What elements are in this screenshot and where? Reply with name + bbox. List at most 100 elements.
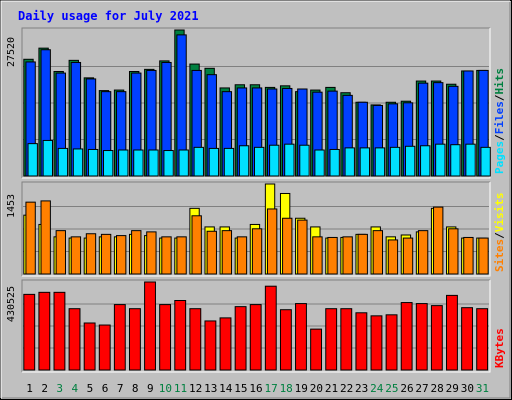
legend-hits: Hits	[493, 68, 506, 95]
bar-kbytes-day-19	[295, 303, 307, 371]
bar-kbytes-day-18	[279, 309, 292, 371]
bar-pages-day-27	[420, 145, 431, 177]
x-tick-label: 19	[295, 382, 308, 395]
bar-sites-day-31	[478, 237, 489, 275]
y-max-label: 27520	[6, 37, 17, 67]
bar-kbytes-day-27	[415, 303, 428, 371]
bar-kbytes-day-23	[355, 312, 368, 371]
bar-pages-day-14	[223, 147, 235, 177]
bar-sites-day-19	[297, 219, 308, 275]
x-tick-label: 2	[41, 382, 48, 395]
bar-pages-day-4	[72, 148, 84, 177]
bar-kbytes-day-14	[219, 317, 232, 371]
bar-kbytes-day-26	[400, 302, 413, 371]
bar-sites-day-30	[463, 236, 474, 275]
bar-sites-day-9	[146, 231, 157, 275]
x-tick-label: 9	[147, 382, 154, 395]
panel-light-edge	[22, 28, 491, 179]
bar-sites-day-3	[55, 230, 66, 275]
bar-sites-day-8	[131, 230, 142, 275]
legend-separator: /	[493, 134, 506, 141]
bar-sites-day-10	[161, 236, 172, 275]
x-tick-label: 17	[264, 382, 277, 395]
bar-sites-day-1	[25, 201, 36, 275]
x-tick-label: 13	[204, 382, 217, 395]
panel-legend: KBytes	[493, 328, 506, 368]
y-max-label: 430525	[6, 286, 17, 322]
x-tick-label: 6	[102, 382, 109, 395]
x-tick-label: 23	[355, 382, 368, 395]
chart-title: Daily usage for July 2021	[18, 9, 199, 23]
panel-legend: Sites/Visits	[493, 193, 506, 273]
bar-pages-day-26	[404, 145, 416, 177]
panel-shadow-edge	[21, 27, 490, 178]
bar-sites-day-28	[433, 206, 444, 275]
bar-pages-day-24	[374, 147, 386, 177]
x-tick-label: 25	[385, 382, 398, 395]
x-tick-label: 5	[87, 382, 94, 395]
bar-sites-day-22	[342, 236, 353, 275]
bar-kbytes-day-24	[370, 315, 383, 371]
bar-pages-day-13	[208, 147, 220, 177]
x-tick-label: 20	[310, 382, 323, 395]
bar-kbytes-day-16	[249, 304, 262, 371]
bar-sites-day-4	[70, 236, 82, 275]
bar-pages-day-25	[389, 146, 401, 177]
bar-kbytes-day-3	[53, 291, 66, 371]
bar-sites-day-18	[282, 217, 293, 275]
chart-panels: 27520Pages/Files/Hits1453Sites/Visits430…	[6, 27, 506, 373]
bar-pages-day-16	[253, 146, 265, 177]
legend-visits: Visits	[493, 193, 506, 233]
bar-sites-day-12	[191, 215, 202, 275]
x-tick-label: 24	[370, 382, 384, 395]
legend-kbytes: KBytes	[493, 328, 506, 368]
bar-pages-day-30	[465, 143, 476, 177]
bar-pages-day-3	[57, 147, 69, 177]
bar-pages-day-12	[193, 146, 204, 177]
panel-legend: Pages/Files/Hits	[493, 68, 506, 174]
bar-kbytes-day-20	[310, 328, 323, 371]
bar-pages-day-11	[178, 149, 189, 177]
bar-sites-day-15	[236, 236, 248, 275]
x-tick-label: 26	[400, 382, 413, 395]
bar-pages-day-29	[450, 144, 461, 177]
x-tick-label: 12	[189, 382, 202, 395]
bar-sites-day-5	[85, 233, 97, 275]
bar-pages-day-23	[359, 147, 371, 177]
bar-kbytes-day-22	[340, 308, 353, 371]
bar-pages-day-9	[148, 149, 159, 177]
bar-kbytes-day-17	[264, 285, 277, 371]
x-tick-label: 8	[132, 382, 139, 395]
x-tick-label: 27	[415, 382, 428, 395]
bar-sites-day-23	[357, 233, 368, 275]
x-tick-label: 31	[476, 382, 489, 395]
bar-kbytes-day-9	[144, 281, 156, 371]
x-tick-label: 15	[234, 382, 247, 395]
legend-separator: /	[493, 94, 506, 101]
bar-pages-day-18	[284, 143, 295, 177]
x-tick-label: 4	[72, 382, 79, 395]
bar-pages-day-15	[238, 145, 250, 177]
bar-pages-day-6	[103, 150, 114, 177]
bar-sites-day-26	[402, 237, 414, 275]
bar-pages-day-22	[344, 147, 355, 177]
bar-pages-day-5	[87, 148, 99, 177]
bar-sites-day-25	[387, 239, 399, 275]
bar-sites-day-2	[40, 200, 51, 275]
bar-sites-day-14	[221, 230, 233, 275]
x-tick-label: 14	[219, 382, 233, 395]
bar-pages-day-17	[269, 144, 280, 177]
x-tick-label: 22	[340, 382, 353, 395]
bar-kbytes-day-15	[234, 306, 247, 371]
bar-kbytes-day-12	[189, 308, 202, 371]
x-tick-label: 3	[56, 382, 63, 395]
bar-pages-day-21	[329, 148, 340, 177]
x-tick-label: 29	[446, 382, 459, 395]
bar-kbytes-day-8	[128, 308, 141, 371]
bar-sites-day-13	[206, 230, 217, 275]
x-tick-label: 30	[461, 382, 474, 395]
bar-sites-day-29	[448, 228, 459, 275]
